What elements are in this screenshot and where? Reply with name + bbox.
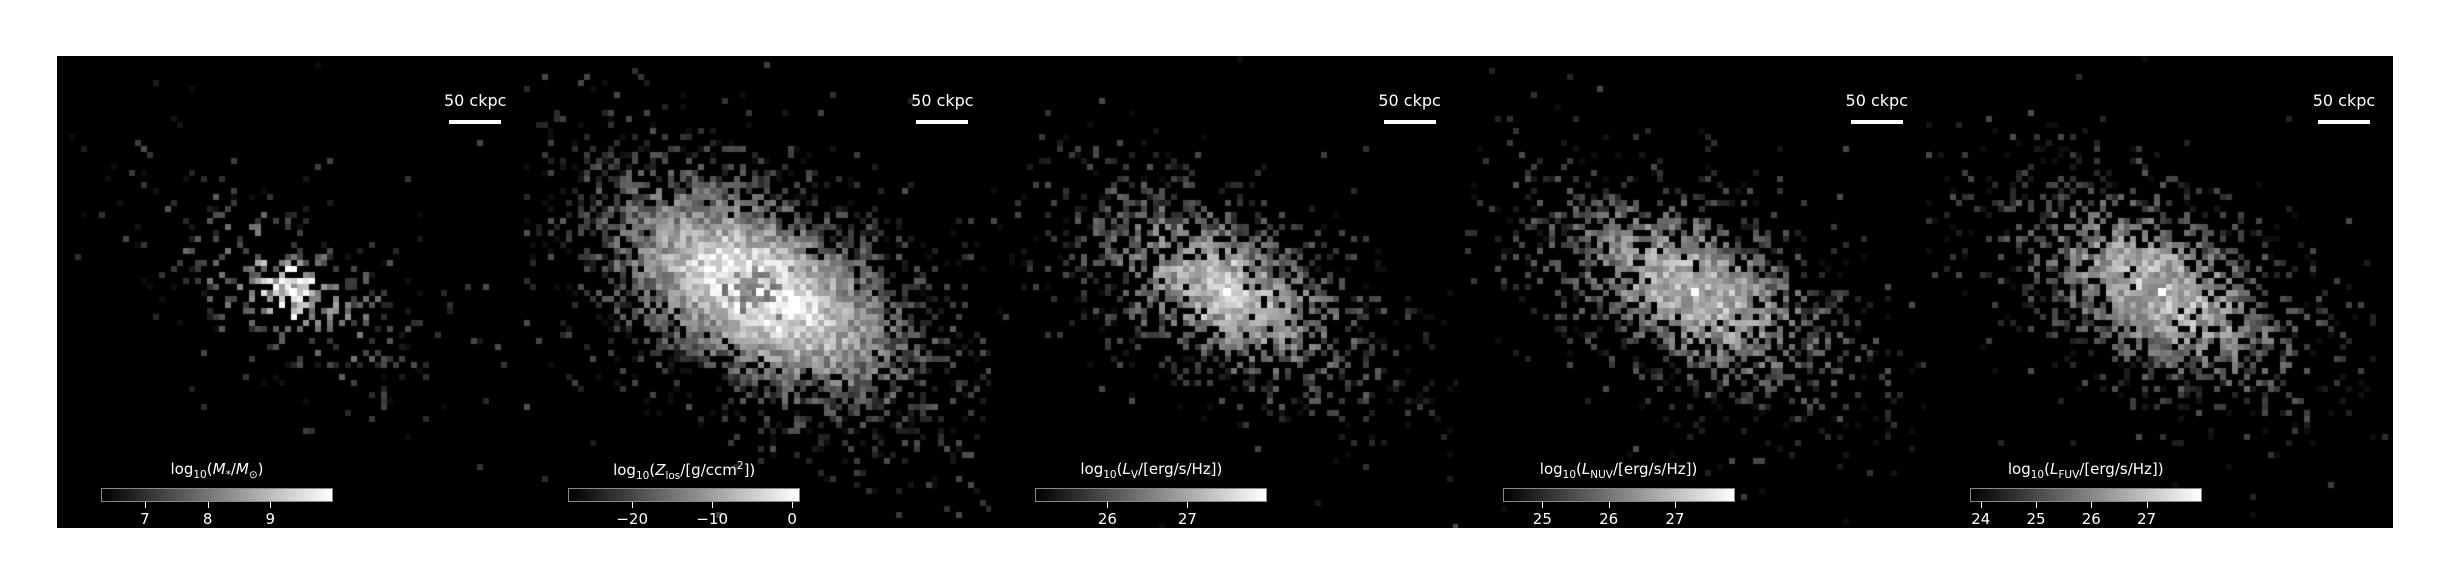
map-v-band — [991, 56, 1458, 528]
colorbar-gradient — [1035, 488, 1267, 502]
colorbar-gradient — [101, 488, 333, 502]
colorbar-tick — [270, 502, 271, 508]
scale-bar-label: 50 ckpc — [1375, 92, 1445, 110]
colorbar-tick — [208, 502, 209, 508]
colorbar-tick-label: 25 — [2026, 510, 2045, 528]
colorbar-tick-label: 25 — [1533, 510, 1552, 528]
panel-nuv-band: 50 ckpc log10(LNUV/[erg/s/Hz]) 25 26 27 — [1459, 56, 1926, 528]
colorbar-tick-label: 7 — [140, 510, 150, 528]
map-metallicity — [524, 56, 991, 528]
colorbar-label: log10(LNUV/[erg/s/Hz]) — [1503, 460, 1735, 481]
colorbar-label: log10(Zlos/[g/ccm2]) — [568, 460, 800, 482]
figure-strip: 50 ckpc log10(M*/M⊙) 7 8 9 50 ckpc log10(Zlos/… — [57, 56, 2393, 528]
colorbar-tick-label: 26 — [1599, 510, 1618, 528]
scale-bar-label: 50 ckpc — [1842, 92, 1912, 110]
colorbar-tick-label: 9 — [266, 510, 276, 528]
colorbar-tick — [145, 502, 146, 508]
colorbar-tick — [712, 502, 713, 508]
colorbar-tick — [2091, 502, 2092, 508]
colorbar-tick-label: 24 — [1971, 510, 1990, 528]
scale-bar-line — [1851, 120, 1903, 124]
scale-bar: 50 ckpc — [1375, 92, 1445, 124]
colorbar-ticks: 25 26 27 — [1503, 502, 1735, 526]
colorbar-tick-label: 27 — [1178, 510, 1197, 528]
map-stellar-mass — [57, 56, 524, 528]
scale-bar: 50 ckpc — [907, 92, 977, 124]
colorbar-ticks: 7 8 9 — [101, 502, 333, 526]
colorbar-ticks: −20 −10 0 — [568, 502, 800, 526]
colorbar-tick — [1675, 502, 1676, 508]
colorbar-tick — [1542, 502, 1543, 508]
scale-bar: 50 ckpc — [2309, 92, 2379, 124]
panel-stellar-mass: 50 ckpc log10(M*/M⊙) 7 8 9 — [57, 56, 524, 528]
colorbar-tick-label: 27 — [2137, 510, 2156, 528]
colorbar-tick-label: 27 — [1665, 510, 1684, 528]
scale-bar-label: 50 ckpc — [907, 92, 977, 110]
colorbar-gradient — [1503, 488, 1735, 502]
colorbar-tick-label: 8 — [203, 510, 213, 528]
colorbar-tick — [1609, 502, 1610, 508]
colorbar-tick-label: −20 — [616, 510, 648, 528]
map-nuv-band — [1459, 56, 1926, 528]
scale-bar-label: 50 ckpc — [440, 92, 510, 110]
colorbar-tick-label: 0 — [787, 510, 797, 528]
colorbar-tick — [792, 502, 793, 508]
colorbar-tick-label: −10 — [696, 510, 728, 528]
panel-v-band: 50 ckpc log10(LV/[erg/s/Hz]) 26 27 — [991, 56, 1458, 528]
colorbar-tick — [2036, 502, 2037, 508]
colorbar-gradient — [1970, 488, 2202, 502]
colorbar-label: log10(LV/[erg/s/Hz]) — [1035, 460, 1267, 481]
colorbar-label: log10(M*/M⊙) — [101, 460, 333, 481]
map-fuv-band — [1926, 56, 2393, 528]
colorbar-tick-label: 26 — [1098, 510, 1117, 528]
panel-fuv-band: 50 ckpc log10(LFUV/[erg/s/Hz]) 24 25 26 27 — [1926, 56, 2393, 528]
colorbar-gradient — [568, 488, 800, 502]
colorbar-tick — [1187, 502, 1188, 508]
scale-bar-line — [1384, 120, 1436, 124]
colorbar-tick — [1107, 502, 1108, 508]
colorbar-label: log10(LFUV/[erg/s/Hz]) — [1970, 460, 2202, 481]
scale-bar: 50 ckpc — [1842, 92, 1912, 124]
panel-metallicity: 50 ckpc log10(Zlos/[g/ccm2]) −20 −10 0 — [524, 56, 991, 528]
colorbar-tick-label: 26 — [2082, 510, 2101, 528]
scale-bar: 50 ckpc — [440, 92, 510, 124]
colorbar-tick — [632, 502, 633, 508]
scale-bar-line — [916, 120, 968, 124]
colorbar-tick — [2147, 502, 2148, 508]
scale-bar-label: 50 ckpc — [2309, 92, 2379, 110]
scale-bar-line — [449, 120, 501, 124]
scale-bar-line — [2318, 120, 2370, 124]
colorbar-ticks: 26 27 — [1035, 502, 1267, 526]
colorbar-ticks: 24 25 26 27 — [1970, 502, 2202, 526]
colorbar-tick — [1981, 502, 1982, 508]
